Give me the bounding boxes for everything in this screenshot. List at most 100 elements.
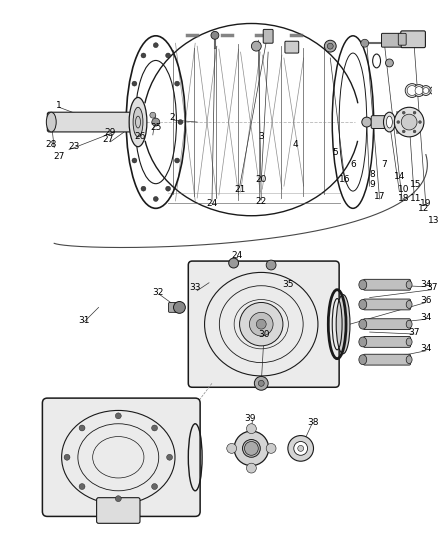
Text: 20: 20 xyxy=(255,175,267,184)
Circle shape xyxy=(421,86,431,95)
FancyBboxPatch shape xyxy=(97,498,140,523)
Circle shape xyxy=(401,114,417,130)
Text: 6: 6 xyxy=(350,160,356,169)
Circle shape xyxy=(266,443,276,454)
Ellipse shape xyxy=(133,107,143,137)
Circle shape xyxy=(413,111,416,114)
Circle shape xyxy=(361,39,369,47)
Text: 38: 38 xyxy=(308,418,319,427)
Text: 25: 25 xyxy=(150,123,162,132)
Circle shape xyxy=(132,81,137,86)
Circle shape xyxy=(132,158,137,163)
Text: 2: 2 xyxy=(170,112,175,122)
Ellipse shape xyxy=(406,301,412,309)
Text: 18: 18 xyxy=(399,195,410,204)
Circle shape xyxy=(413,130,416,133)
Text: 39: 39 xyxy=(245,414,256,423)
Circle shape xyxy=(394,107,424,137)
Text: 24: 24 xyxy=(231,251,242,260)
Circle shape xyxy=(402,130,405,133)
Text: 8: 8 xyxy=(370,170,375,179)
FancyBboxPatch shape xyxy=(363,354,410,365)
Circle shape xyxy=(244,441,258,455)
Text: 12: 12 xyxy=(418,204,430,213)
Ellipse shape xyxy=(359,319,367,329)
Ellipse shape xyxy=(129,98,147,147)
Circle shape xyxy=(258,381,264,386)
Circle shape xyxy=(325,41,336,52)
Circle shape xyxy=(152,118,160,126)
FancyBboxPatch shape xyxy=(398,34,406,45)
Circle shape xyxy=(402,111,405,114)
Circle shape xyxy=(141,53,146,58)
FancyBboxPatch shape xyxy=(363,299,410,310)
Text: 30: 30 xyxy=(258,329,270,338)
Text: 10: 10 xyxy=(399,184,410,193)
Circle shape xyxy=(211,31,219,39)
Circle shape xyxy=(430,86,438,94)
Circle shape xyxy=(254,376,268,390)
Circle shape xyxy=(129,119,134,125)
Circle shape xyxy=(418,120,421,124)
Circle shape xyxy=(64,454,70,460)
Circle shape xyxy=(229,258,239,268)
Ellipse shape xyxy=(359,355,367,365)
Circle shape xyxy=(166,53,170,58)
Circle shape xyxy=(173,302,185,313)
Circle shape xyxy=(153,197,158,201)
Circle shape xyxy=(152,483,158,489)
Ellipse shape xyxy=(386,116,392,128)
Circle shape xyxy=(150,112,156,118)
Text: 19: 19 xyxy=(420,199,431,208)
Circle shape xyxy=(407,86,417,95)
Text: 17: 17 xyxy=(374,191,385,200)
Text: 27: 27 xyxy=(103,135,114,144)
FancyBboxPatch shape xyxy=(42,398,200,516)
Text: 3: 3 xyxy=(258,132,264,141)
Circle shape xyxy=(423,87,429,93)
Circle shape xyxy=(413,85,425,96)
Circle shape xyxy=(175,158,180,163)
Circle shape xyxy=(298,446,304,451)
Text: 37: 37 xyxy=(408,328,420,336)
Circle shape xyxy=(141,186,146,191)
Circle shape xyxy=(153,43,158,47)
Ellipse shape xyxy=(406,281,412,289)
Circle shape xyxy=(227,443,237,454)
FancyBboxPatch shape xyxy=(169,303,180,312)
FancyBboxPatch shape xyxy=(188,261,339,387)
Circle shape xyxy=(178,119,183,125)
Circle shape xyxy=(152,425,158,431)
Text: 37: 37 xyxy=(426,283,438,292)
Ellipse shape xyxy=(46,112,56,132)
FancyBboxPatch shape xyxy=(371,116,386,128)
Text: 16: 16 xyxy=(339,175,351,184)
Circle shape xyxy=(405,84,419,98)
Ellipse shape xyxy=(359,300,367,309)
Circle shape xyxy=(327,43,333,49)
Text: 28: 28 xyxy=(46,140,57,149)
Circle shape xyxy=(79,483,85,489)
Ellipse shape xyxy=(234,431,268,466)
Circle shape xyxy=(397,120,400,124)
Text: 34: 34 xyxy=(420,313,431,322)
Circle shape xyxy=(249,312,273,336)
FancyBboxPatch shape xyxy=(363,336,410,348)
Circle shape xyxy=(115,496,121,502)
Text: 34: 34 xyxy=(420,280,431,289)
Ellipse shape xyxy=(406,356,412,364)
Circle shape xyxy=(256,319,266,329)
Circle shape xyxy=(247,463,256,473)
Text: 33: 33 xyxy=(190,283,201,292)
Circle shape xyxy=(251,41,261,51)
FancyBboxPatch shape xyxy=(363,319,410,329)
Circle shape xyxy=(247,424,256,434)
Text: 36: 36 xyxy=(420,296,431,305)
Ellipse shape xyxy=(406,338,412,346)
Text: 7: 7 xyxy=(381,160,387,169)
Circle shape xyxy=(432,88,436,93)
Circle shape xyxy=(166,186,170,191)
Ellipse shape xyxy=(384,112,396,132)
Circle shape xyxy=(385,59,393,67)
Text: 24: 24 xyxy=(206,199,218,208)
